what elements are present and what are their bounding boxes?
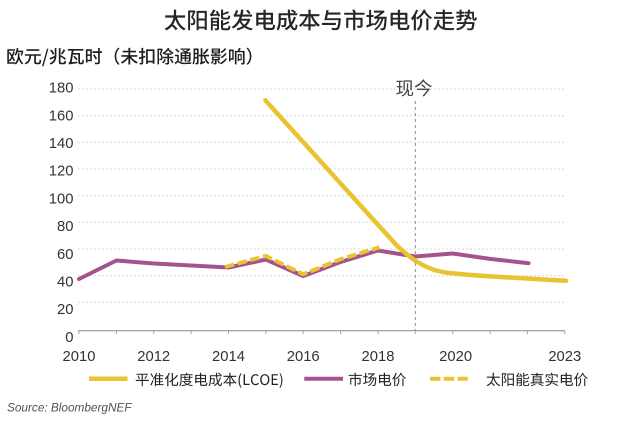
svg-text:160: 160 xyxy=(49,108,74,124)
svg-text:2018: 2018 xyxy=(362,349,395,365)
svg-text:20: 20 xyxy=(57,302,73,318)
svg-text:2012: 2012 xyxy=(137,349,170,365)
svg-text:80: 80 xyxy=(57,219,73,235)
svg-text:2016: 2016 xyxy=(287,349,320,365)
svg-text:40: 40 xyxy=(57,274,73,290)
svg-text:2023: 2023 xyxy=(548,349,581,365)
svg-text:120: 120 xyxy=(49,164,74,180)
svg-text:180: 180 xyxy=(49,81,74,97)
svg-text:60: 60 xyxy=(57,247,73,263)
svg-text:2014: 2014 xyxy=(212,349,245,365)
svg-text:0: 0 xyxy=(65,330,73,346)
svg-text:100: 100 xyxy=(49,191,74,207)
svg-text:2010: 2010 xyxy=(63,349,96,365)
svg-text:140: 140 xyxy=(49,136,74,152)
svg-text:2020: 2020 xyxy=(439,349,472,365)
svg-text:Source: BloombergNEF: Source: BloombergNEF xyxy=(7,401,132,415)
